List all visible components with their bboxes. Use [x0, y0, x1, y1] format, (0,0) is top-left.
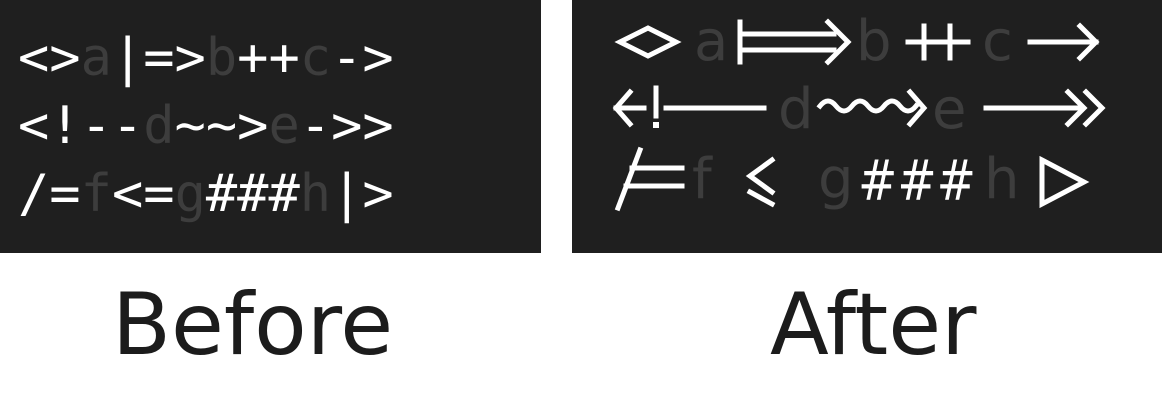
before-dim-letter: a [80, 28, 112, 88]
before-line-2: <!--d~~>e->> [0, 96, 541, 156]
after-letter-a: a [694, 9, 728, 74]
after-hash-ligature: ### [858, 149, 976, 214]
double-head-arrow-ligature [983, 88, 1106, 128]
before-operator-text: |=> [111, 28, 206, 88]
increment-ligature [905, 23, 971, 61]
before-operator-text: ### [205, 164, 300, 224]
before-line-1: <>a|=>b++c-> [0, 28, 541, 88]
less-than-or-equal-ligature [745, 156, 776, 208]
before-operator-text: |> [331, 164, 394, 224]
after-ligature-canvas: a b c d e [612, 9, 1106, 214]
after-caption: After [770, 275, 977, 375]
before-operator-text: -> [331, 28, 394, 88]
squiggle-arrow-ligature [816, 88, 928, 128]
arrow-right-ligature [1027, 22, 1100, 62]
after-letter-c: c [982, 9, 1013, 74]
before-panel: <>a|=>b++c-> <!--d~~>e->> /=f<=g###h|> [0, 0, 541, 253]
before-caption: Before [112, 275, 394, 375]
before-operator-text: /= [18, 164, 81, 224]
after-letter-g: g [818, 147, 854, 212]
after-letter-b: b [856, 9, 892, 74]
triangle-pipe-ligature [1039, 155, 1090, 209]
diamond-ligature [614, 25, 682, 59]
before-dim-letter: h [299, 164, 332, 224]
html-comment-open-ligature [612, 85, 767, 128]
after-letter-d: d [778, 77, 814, 142]
before-operator-text: <!-- [18, 96, 144, 156]
after-letter-e: e [932, 77, 966, 142]
before-operator-text: <> [18, 28, 81, 88]
before-operator-text: ->> [299, 96, 394, 156]
after-letter-h: h [984, 147, 1020, 212]
before-dim-letter: b [205, 28, 238, 88]
before-operator-text: ++ [237, 28, 300, 88]
before-dim-letter: c [299, 28, 332, 88]
before-dim-letter: f [80, 164, 112, 224]
before-line-3: /=f<=g###h|> [0, 164, 541, 224]
before-dim-letter: e [268, 96, 300, 156]
before-dim-letter: d [143, 96, 175, 156]
maps-to-double-arrow-ligature [737, 18, 852, 66]
before-dim-letter: g [174, 164, 206, 224]
after-panel: a b c d e [572, 0, 1162, 253]
before-operator-text: ~~> [174, 96, 269, 156]
not-equal-ligature [614, 146, 685, 212]
after-letter-f: f [692, 147, 713, 212]
before-operator-text: <= [111, 164, 175, 224]
